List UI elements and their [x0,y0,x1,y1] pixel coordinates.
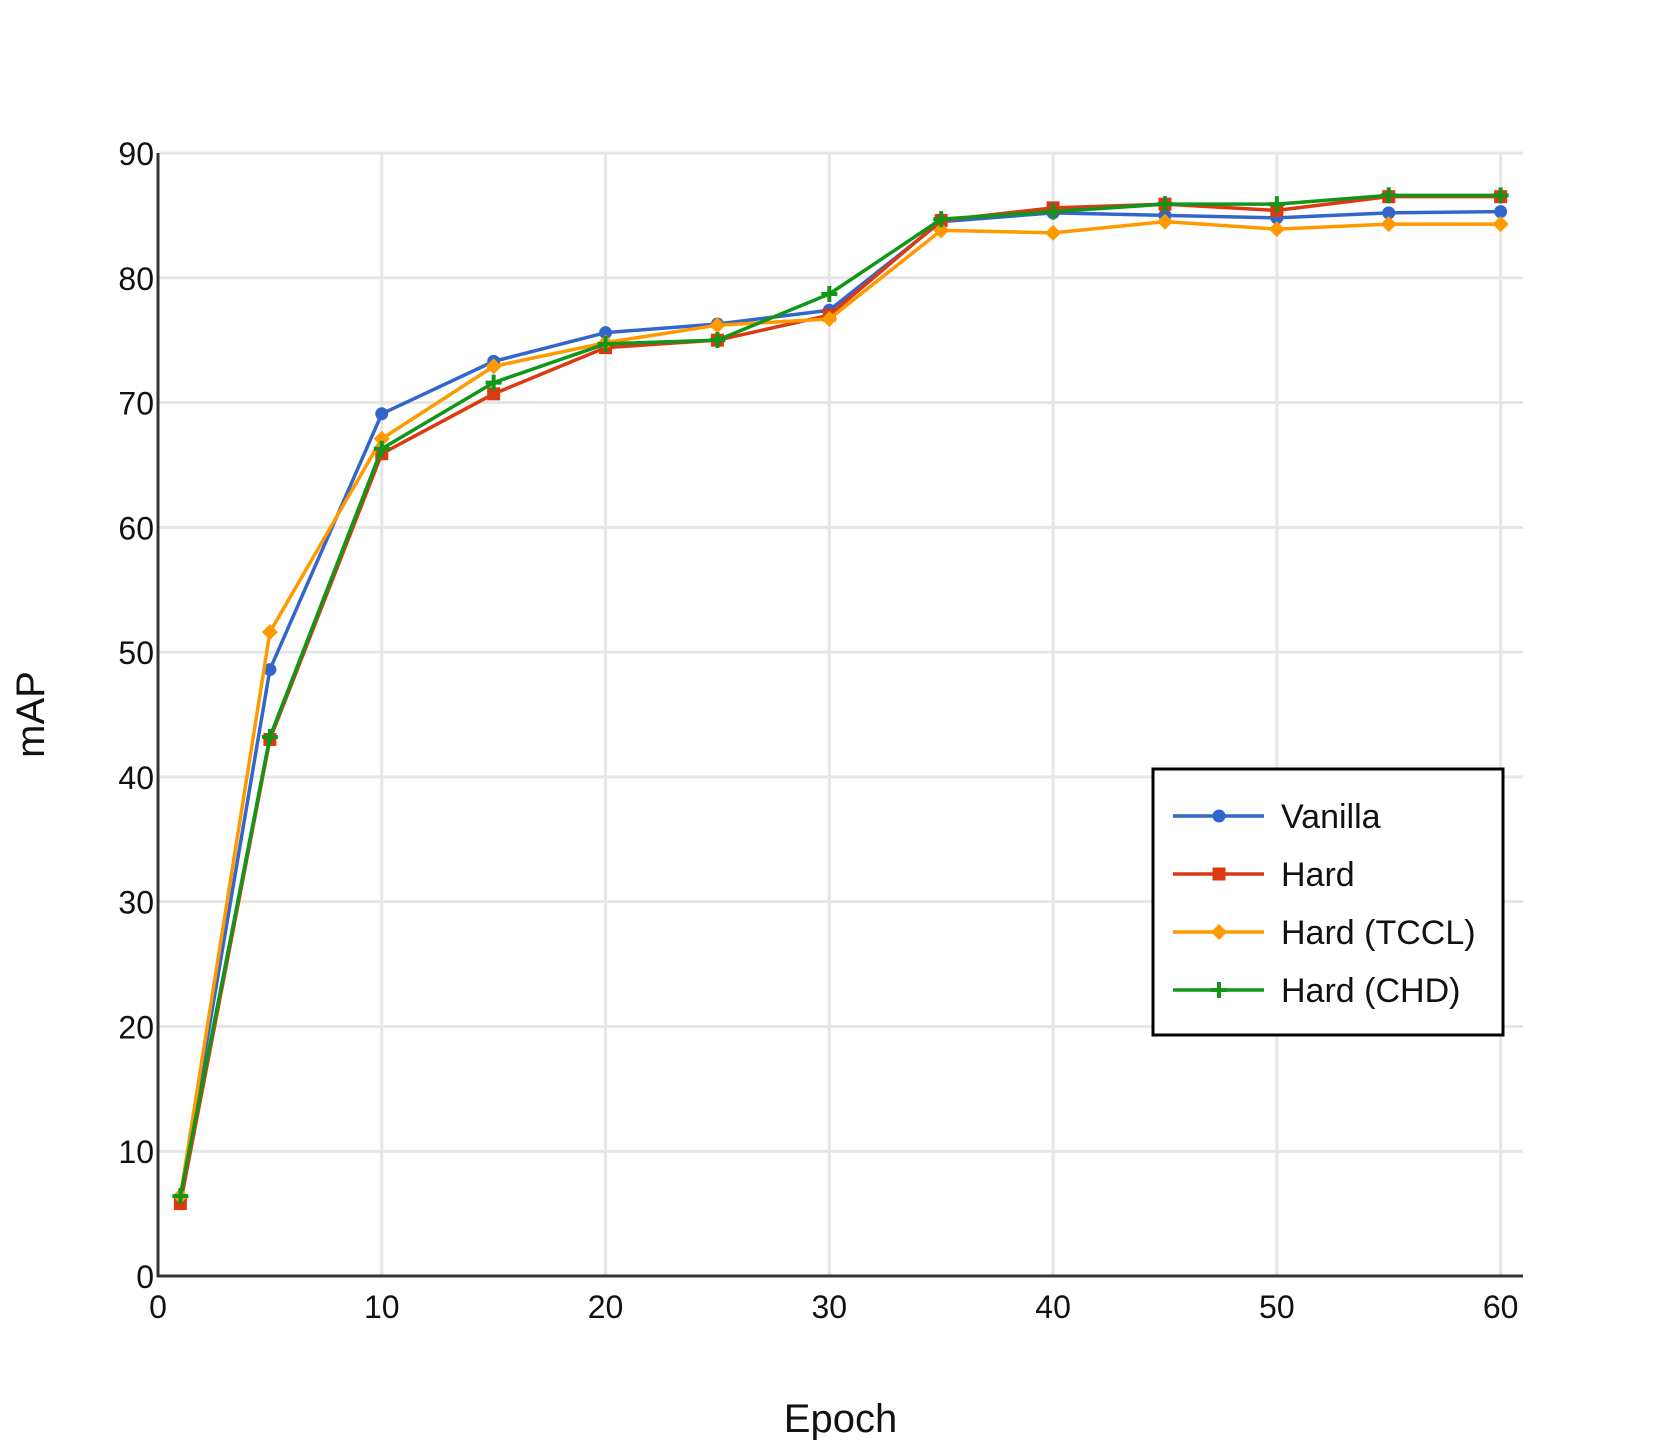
series-hard-chd [172,187,1509,1205]
data-point [487,387,501,401]
data-point [172,1188,189,1205]
legend-label: Hard [1281,856,1355,894]
data-point [1268,196,1285,213]
y-tick-label: 20 [118,1009,154,1045]
y-tick-label: 50 [118,635,154,671]
data-point [597,335,614,352]
legend-item: Vanilla [1173,798,1381,836]
data-point [599,326,613,340]
series-line [178,209,1501,1198]
data-point [1380,216,1397,233]
legend-item: Hard [1173,856,1355,894]
data-point [1268,221,1285,238]
axes [156,153,1523,1278]
legend: Vanilla Hard Hard (TCCL) Hard (CHD) [1151,767,1505,1037]
data-point [1156,213,1173,230]
legend-label: Hard (TCCL) [1281,914,1476,952]
series-line [178,193,1501,1197]
series-hard [173,190,1508,1211]
legend-label: Vanilla [1281,798,1381,836]
x-axis-title: Epoch [784,1397,897,1440]
data-point [709,332,726,349]
data-point [261,624,278,641]
data-point [485,358,502,375]
legend-marker [1211,924,1227,940]
y-tick-label: 0 [136,1259,154,1295]
y-tick-label: 80 [118,261,154,297]
x-tick-label: 30 [812,1289,848,1325]
data-point [263,663,277,677]
data-point [1382,206,1396,220]
data-point [261,728,278,745]
series-line [178,194,1501,1204]
data-point [485,374,502,391]
y-tick-label: 60 [118,510,154,546]
data-point [1045,224,1062,241]
series-vanilla [173,205,1508,1204]
x-tick-label: 0 [149,1289,167,1325]
series-layer [172,187,1509,1211]
data-point [1492,187,1509,204]
data-point [821,310,838,327]
tick-labels: 0 10 20 30 40 50 60 70 80 90 0 10 20 30 40 50 60 [118,136,1518,1325]
x-tick-label: 50 [1259,1289,1295,1325]
data-point [1380,187,1397,204]
data-point [1045,203,1062,220]
grid [158,151,1523,1276]
data-point [1492,216,1509,233]
series-line [178,219,1501,1197]
legend-marker [1211,982,1227,998]
y-tick-label: 10 [118,1134,154,1170]
data-point [1494,205,1508,219]
data-point [373,430,390,447]
y-tick-label: 30 [118,885,154,921]
y-tick-label: 70 [118,386,154,422]
data-point [709,317,726,334]
x-tick-label: 20 [588,1289,624,1325]
x-tick-label: 40 [1035,1289,1071,1325]
data-point [375,407,389,421]
data-point [1156,196,1173,213]
x-tick-label: 60 [1483,1289,1519,1325]
legend-label: Hard (CHD) [1281,972,1460,1010]
data-point [933,222,950,239]
data-point [373,440,390,457]
y-tick-label: 40 [118,760,154,796]
legend-marker [1212,867,1226,881]
data-point [933,211,950,228]
series-hard-tccl [172,213,1509,1205]
legend-item: Hard (TCCL) [1173,914,1476,952]
legend-marker [1212,809,1226,823]
y-tick-label: 90 [118,136,154,172]
x-tick-label: 10 [364,1289,400,1325]
data-point [821,285,838,302]
legend-item: Hard (CHD) [1173,972,1460,1010]
y-axis-title: mAP [9,671,53,758]
